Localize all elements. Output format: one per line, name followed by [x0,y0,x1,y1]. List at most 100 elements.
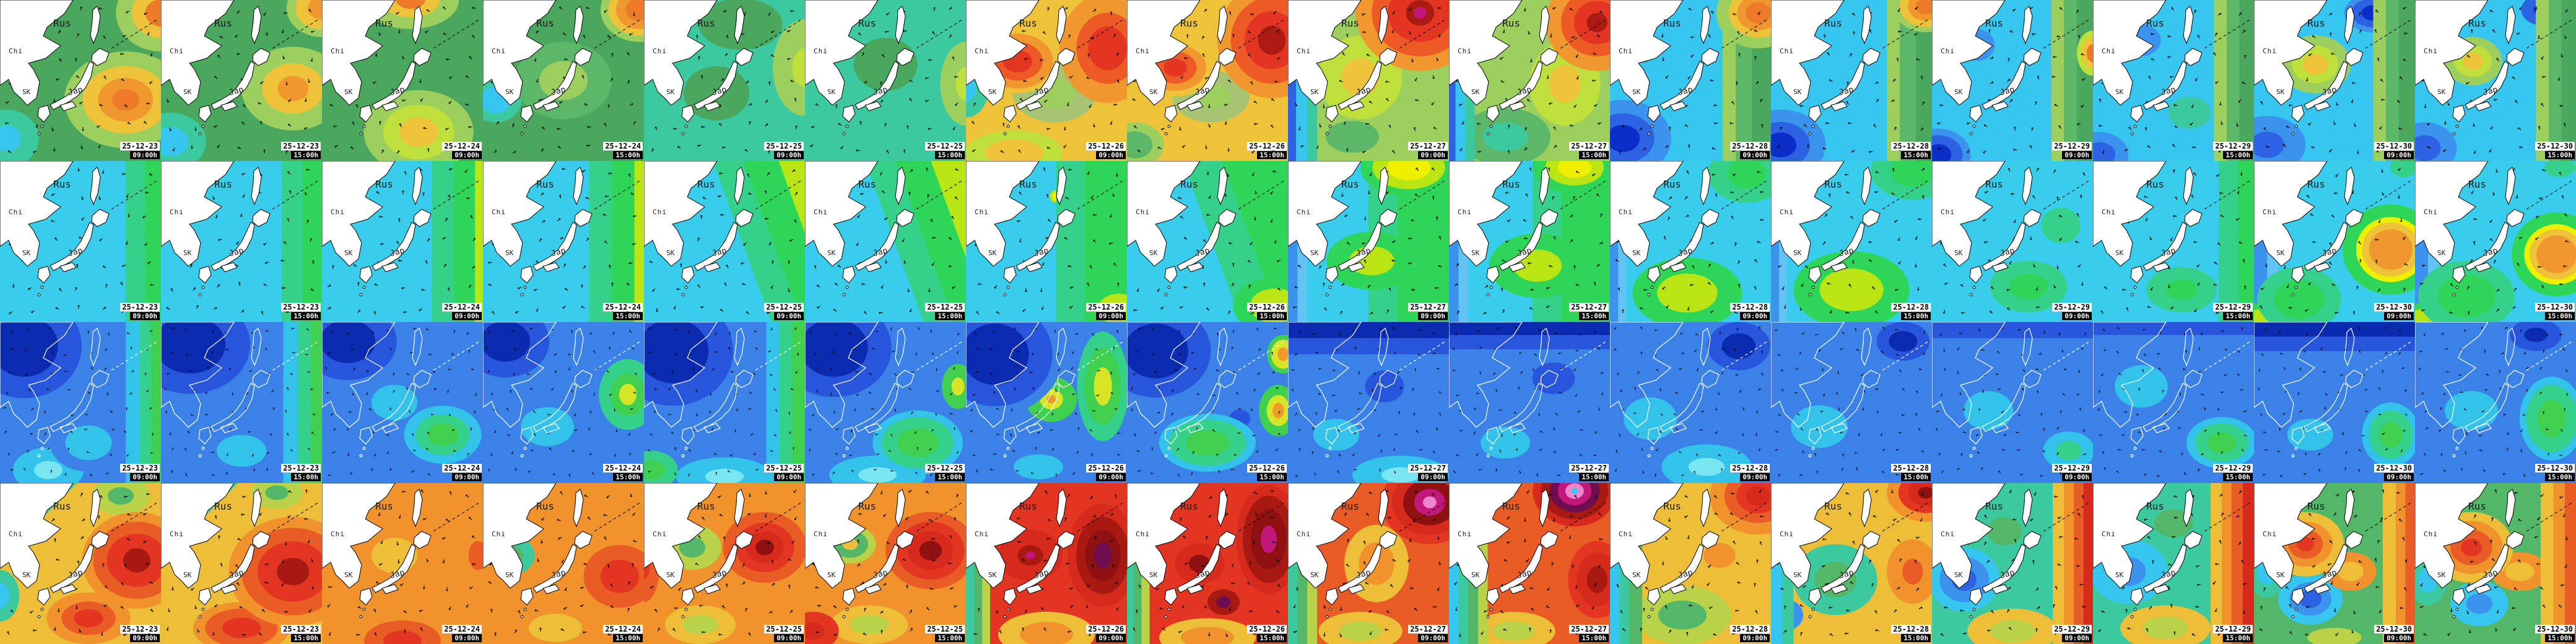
tile-time: 09:00h [452,473,482,481]
forecast-map-tile[interactable]: →→→→→→→→→→→→→→→→→→→→→→→→→→→→→→→→→→→→→→→→… [644,322,805,483]
tile-time: 15:00h [1901,634,1931,642]
forecast-map-tile[interactable]: →→→→→→→→→→→→→→→→→→→→→→→→→→→→→→→→→→→→→→→→… [1288,322,1449,483]
forecast-map-tile[interactable]: →→→→→→→→→→→→→→→→→→→→→→→→→→→→→→→→→→→→→→→→… [805,483,966,644]
tile-date: 25-12-30 [2374,625,2414,633]
weather-field [161,483,322,644]
forecast-map-tile[interactable]: →→→→→→→→→→→→→→→→→→→→→→→→→→→→→→→→→→→→→→→→… [1449,0,1610,161]
forecast-map-tile[interactable]: →→→→→→→→→→→→→→→→→→→→→→→→→→→→→→→→→→→→→→→R… [2093,161,2254,322]
forecast-map-tile[interactable]: →→→→→→→→→→→→→→→→→→→→→→→→→→→→→→→→→→→→→→→→… [161,483,322,644]
tile-date: 25-12-27 [1569,303,1609,311]
forecast-map-tile[interactable]: →→→→→→→→→→→→→→→→→→→→→→→→→→→→→→→→→→→→→→→→… [1932,161,2093,322]
forecast-map-tile[interactable]: →→→→→→→→→→→→→→→→→→→→→→→→→→→→→→→→→→→→→→→R… [0,483,161,644]
timestamp: 25-12-23 15:00h [281,463,321,481]
tile-date: 25-12-27 [1408,303,1448,311]
tile-time: 15:00h [291,634,321,642]
forecast-map-tile[interactable]: →→→→→→→→→→→→→→→→→→→→→→→→→→→→→→→→→→→→→→→→… [2415,322,2576,483]
forecast-map-tile[interactable]: →→→→→→→→→→→→→→→→→→→→→→→→→→→→→→→→→→→→→→→→… [966,322,1127,483]
timestamp: 25-12-24 15:00h [603,624,643,642]
timestamp: 25-12-30 09:00h [2374,302,2414,320]
tile-time: 15:00h [1901,151,1931,159]
forecast-map-tile[interactable]: →→→→→→→→→→→→→→→→→→→→→→→→→→→→→→→→→→→→→→→→… [322,161,483,322]
weather-field [2415,161,2576,322]
tile-time: 15:00h [2223,634,2253,642]
forecast-map-tile[interactable]: →→→→→→→→→→→→→→→→→→→→→→→→→→→→→→→→→→→→→→→→… [0,322,161,483]
forecast-map-tile[interactable]: →→→→→→→→→→→→→→→→→→→→→→→→→→→→→→→→→→→→→→→→… [483,322,644,483]
forecast-map-tile[interactable]: →→→→→→→→→→→→→→→→→→→→→→→→→→→→→→→→→→→→→→→→… [644,161,805,322]
weather-field [1932,483,2093,644]
forecast-map-tile[interactable]: →→→→→→→→→→→→→→→→→→→→→→→→→→→→→→→→→→→→→→→→… [1610,483,1771,644]
weather-field [1449,0,1610,161]
forecast-map-tile[interactable]: →→→→→→→→→→→→→→→→→→→→→→→→→→→→→→→→→→→→→→→→… [1932,322,2093,483]
weather-field [644,322,805,483]
forecast-map-tile[interactable]: →→→→→→→→→→→→→→→→→→→→→→→→→→→→→→→→→→→→→→→→… [1449,483,1610,644]
tile-time: 09:00h [1096,312,1126,320]
forecast-map-tile[interactable]: →→→→→→→→→→→→→→→→→→→→→→→→→→→→→→→→→→→→→→→→… [1288,161,1449,322]
forecast-map-tile[interactable]: →→→→→→→→→→→→→→→→→→→→→→→→→→→→→→→→→→→→→→→→… [1288,0,1449,161]
timestamp: 25-12-29 15:00h [2213,463,2253,481]
forecast-map-tile[interactable]: →→→→→→→→→→→→→→→→→→→→→→→→→→→→→→→→→→→→→→→→… [805,322,966,483]
weather-field [2415,483,2576,644]
weather-field [1449,322,1610,483]
forecast-map-tile[interactable]: →→→→→→→→→→→→→→→→→→→→→→→→→→→→→→→→→→→→→→→→… [1449,161,1610,322]
forecast-map-tile[interactable]: →→→→→→→→→→→→→→→→→→→→→→→→→→→→→→→→→→→→→→→→… [1127,322,1288,483]
forecast-map-tile[interactable]: →→→→→→→→→→→→→→→→→→→→→→→→→→→→→→→→→→→→→→→R… [1932,0,2093,161]
forecast-map-tile[interactable]: →→→→→→→→→→→→→→→→→→→→→→→→→→→→→→→→→→→→→→→→… [2093,483,2254,644]
forecast-map-tile[interactable]: →→→→→→→→→→→→→→→→→→→→→→→→→→→→→→→→→→→→→→→→… [322,322,483,483]
forecast-map-tile[interactable]: →→→→→→→→→→→→→→→→→→→→→→→→→→→→→→→→→→→→→→→R… [1288,483,1449,644]
timestamp: 25-12-23 15:00h [281,141,321,159]
timestamp: 25-12-25 09:00h [764,302,804,320]
forecast-map-tile[interactable]: →→→→→→→→→→→→→→→→→→→→→→→→→→→→→→→→→→→→→→→→… [805,0,966,161]
forecast-map-tile[interactable]: →→→→→→→→→→→→→→→→→→→→→→→→→→→→→→→→→→→→→→→→… [322,483,483,644]
forecast-map-tile[interactable]: →→→→→→→→→→→→→→→→→→→→→→→→→→→→→→→→→→→→→→→→… [1449,322,1610,483]
forecast-map-tile[interactable]: →→→→→→→→→→→→→→→→→→→→→→→→→→→→→→→→→→→→→→→→… [966,0,1127,161]
weather-field [1288,322,1449,483]
forecast-map-tile[interactable]: →→→→→→→→→→→→→→→→→→→→→→→→→→→→→→→→→→→→→→→→… [322,0,483,161]
timestamp: 25-12-28 15:00h [1891,463,1931,481]
forecast-map-tile[interactable]: →→→→→→→→→→→→→→→→→→→→→→→→→→→→→→→→→→→→→→→→… [1771,161,1932,322]
forecast-map-tile[interactable]: →→→→→→→→→→→→→→→→→→→→→→→→→→→→→→→→→→→→→→→→… [2254,0,2415,161]
forecast-map-tile[interactable]: →→→→→→→→→→→→→→→→→→→→→→→→→→→→→→→→→→→→→→→→… [2415,483,2576,644]
forecast-map-tile[interactable]: →→→→→→→→→→→→→→→→→→→→→→→→→→→→→→→→→→→→→→→→… [1932,483,2093,644]
tile-date: 25-12-29 [2213,142,2253,150]
forecast-map-tile[interactable]: →→→→→→→→→→→→→→→→→→→→→→→→→→→→→→→→→→→→→→→→… [161,322,322,483]
forecast-map-tile[interactable]: →→→→→→→→→→→→→→→→→→→→→→→→→→→→→→→→→→→→→→→→… [1610,322,1771,483]
timestamp: 25-12-25 15:00h [925,463,965,481]
weather-field [2254,0,2415,161]
forecast-map-tile[interactable]: →→→→→→→→→→→→→→→→→→→→→→→→→→→→→→→→→→→→→→→→… [1771,483,1932,644]
weather-field [161,322,322,483]
forecast-map-tile[interactable]: →→→→→→→→→→→→→→→→→→→→→→→→→→→→→→→→→→→→→→→→… [0,0,161,161]
forecast-map-tile[interactable]: →→→→→→→→→→→→→→→→→→→→→→→→→→→→→→→→→→→→→→→→… [805,161,966,322]
forecast-map-tile[interactable]: →→→→→→→→→→→→→→→→→→→→→→→→→→→→→→→→→→→→→→→→… [2254,322,2415,483]
tile-time: 09:00h [774,312,804,320]
forecast-map-tile[interactable]: →→→→→→→→→→→→→→→→→→→→→→→→→→→→→→→→→→→→→→→→… [2415,0,2576,161]
tile-time: 09:00h [774,151,804,159]
forecast-map-tile[interactable]: →→→→→→→→→→→→→→→→→→→→→→→→→→→→→→→→→→→→→→→→… [2254,483,2415,644]
timestamp: 25-12-25 15:00h [925,141,965,159]
forecast-map-tile[interactable]: →→→→→→→→→→→→→→→→→→→→→→→→→→→→→→→→→→→→→→→R… [1610,0,1771,161]
timestamp: 25-12-25 15:00h [925,624,965,642]
forecast-map-tile[interactable]: →→→→→→→→→→→→→→→→→→→→→→→→→→→→→→→→→→→→→→→→… [1127,483,1288,644]
forecast-map-tile[interactable]: →→→→→→→→→→→→→→→→→→→→→→→→→→→→→→→→→→→→→→→R… [2415,161,2576,322]
forecast-map-tile[interactable]: →→→→→→→→→→→→→→→→→→→→→→→→→→→→→→→→→→→→→→→R… [1127,161,1288,322]
forecast-map-tile[interactable]: →→→→→→→→→→→→→→→→→→→→→→→→→→→→→→→→→→→→→→→→… [483,0,644,161]
forecast-map-tile[interactable]: →→→→→→→→→→→→→→→→→→→→→→→→→→→→→→→→→→→→→→→→… [161,161,322,322]
forecast-map-tile[interactable]: →→→→→→→→→→→→→→→→→→→→→→→→→→→→→→→→→→→→→→→→… [1771,322,1932,483]
forecast-map-tile[interactable]: →→→→→→→→→→→→→→→→→→→→→→→→→→→→→→→→→→→→→→→→… [966,161,1127,322]
forecast-map-tile[interactable]: →→→→→→→→→→→→→→→→→→→→→→→→→→→→→→→→→→→→→→→→… [161,0,322,161]
forecast-map-tile[interactable]: →→→→→→→→→→→→→→→→→→→→→→→→→→→→→→→→→→→→→→→→… [1127,0,1288,161]
forecast-map-tile[interactable]: →→→→→→→→→→→→→→→→→→→→→→→→→→→→→→→→→→→→→→→R… [644,0,805,161]
tile-time: 09:00h [130,473,160,481]
forecast-map-tile[interactable]: →→→→→→→→→→→→→→→→→→→→→→→→→→→→→→→→→→→→→→→→… [2254,161,2415,322]
forecast-map-tile[interactable]: →→→→→→→→→→→→→→→→→→→→→→→→→→→→→→→→→→→→→→→→… [1771,0,1932,161]
forecast-map-tile[interactable]: →→→→→→→→→→→→→→→→→→→→→→→→→→→→→→→→→→→→→→→→… [1610,161,1771,322]
forecast-map-tile[interactable]: →→→→→→→→→→→→→→→→→→→→→→→→→→→→→→→→→→→→→→→→… [644,483,805,644]
timestamp: 25-12-28 09:00h [1730,463,1770,481]
forecast-map-tile[interactable]: →→→→→→→→→→→→→→→→→→→→→→→→→→→→→→→→→→→→→→→R… [966,483,1127,644]
forecast-map-tile[interactable]: →→→→→→→→→→→→→→→→→→→→→→→→→→→→→→→→→→→→→→→→… [483,161,644,322]
forecast-map-tile[interactable]: →→→→→→→→→→→→→→→→→→→→→→→→→→→→→→→→→→→→→→→→… [2093,0,2254,161]
forecast-map-tile[interactable]: →→→→→→→→→→→→→→→→→→→→→→→→→→→→→→→→→→→→→→→→… [2093,322,2254,483]
forecast-map-tile[interactable]: →→→→→→→→→→→→→→→→→→→→→→→→→→→→→→→→→→→→→→→→… [483,483,644,644]
weather-field [1127,0,1288,161]
timestamp: 25-12-27 09:00h [1408,624,1448,642]
forecast-map-tile[interactable]: →→→→→→→→→→→→→→→→→→→→→→→→→→→→→→→→→→→→→→→→… [0,161,161,322]
